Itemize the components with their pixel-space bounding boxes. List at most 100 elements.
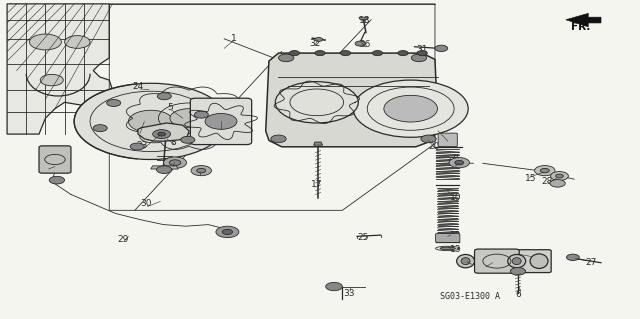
FancyBboxPatch shape <box>190 98 252 145</box>
Text: 14: 14 <box>193 168 204 177</box>
Circle shape <box>157 93 172 100</box>
Text: 8: 8 <box>170 137 176 146</box>
FancyBboxPatch shape <box>474 249 519 273</box>
Text: 16: 16 <box>40 163 51 172</box>
Text: 24: 24 <box>132 82 143 91</box>
Circle shape <box>289 50 300 56</box>
Circle shape <box>271 135 286 143</box>
Text: 20: 20 <box>428 142 440 151</box>
Circle shape <box>510 268 525 275</box>
Circle shape <box>164 157 186 168</box>
Text: 17: 17 <box>311 181 323 189</box>
Circle shape <box>216 226 239 238</box>
Circle shape <box>107 100 121 107</box>
Text: 4: 4 <box>218 122 224 131</box>
Circle shape <box>566 254 579 261</box>
Text: 25: 25 <box>358 233 369 242</box>
Text: 5: 5 <box>167 103 173 112</box>
Polygon shape <box>314 142 323 145</box>
Circle shape <box>205 114 237 129</box>
Circle shape <box>435 45 448 51</box>
Text: 30: 30 <box>141 199 152 208</box>
Text: 32: 32 <box>309 39 321 48</box>
Circle shape <box>129 110 173 132</box>
Polygon shape <box>266 53 438 147</box>
Circle shape <box>550 180 565 187</box>
Circle shape <box>556 174 563 178</box>
Circle shape <box>180 136 195 143</box>
Circle shape <box>222 229 232 234</box>
Text: 7: 7 <box>484 264 490 274</box>
Ellipse shape <box>440 247 456 250</box>
Circle shape <box>384 95 438 122</box>
Circle shape <box>74 83 227 160</box>
Circle shape <box>315 50 325 56</box>
Text: 27: 27 <box>586 258 597 267</box>
Circle shape <box>534 166 555 176</box>
Text: 6: 6 <box>515 290 521 299</box>
Circle shape <box>275 82 358 123</box>
Circle shape <box>550 172 568 181</box>
Text: 9: 9 <box>452 155 458 164</box>
Circle shape <box>195 111 209 118</box>
Circle shape <box>157 166 172 174</box>
Circle shape <box>449 158 469 168</box>
FancyBboxPatch shape <box>514 250 551 272</box>
Text: FR.: FR. <box>571 22 590 32</box>
Text: 19: 19 <box>449 159 460 168</box>
Text: 1: 1 <box>231 34 237 43</box>
Circle shape <box>130 143 144 150</box>
FancyBboxPatch shape <box>436 234 460 242</box>
Text: 11: 11 <box>166 160 177 169</box>
Circle shape <box>372 50 383 56</box>
Circle shape <box>326 282 342 291</box>
Circle shape <box>158 132 166 136</box>
Text: 29: 29 <box>118 235 129 244</box>
Circle shape <box>315 38 323 41</box>
Polygon shape <box>566 13 601 27</box>
Circle shape <box>153 130 171 138</box>
Text: 3: 3 <box>135 125 141 134</box>
Circle shape <box>278 54 294 62</box>
Text: 28: 28 <box>541 177 552 186</box>
Ellipse shape <box>508 255 525 268</box>
Text: SG03-E1300 A: SG03-E1300 A <box>440 292 500 301</box>
Circle shape <box>417 50 428 56</box>
Circle shape <box>170 160 180 166</box>
Circle shape <box>412 54 427 62</box>
Circle shape <box>40 74 63 86</box>
Ellipse shape <box>512 258 521 265</box>
Circle shape <box>29 34 61 50</box>
Circle shape <box>455 160 464 165</box>
Circle shape <box>49 176 65 184</box>
Text: 2: 2 <box>442 134 447 143</box>
Ellipse shape <box>530 254 548 269</box>
Text: 22: 22 <box>467 257 477 266</box>
Text: 21: 21 <box>511 252 522 261</box>
Circle shape <box>398 50 408 56</box>
FancyBboxPatch shape <box>39 146 71 173</box>
Circle shape <box>93 125 108 132</box>
Circle shape <box>421 135 436 143</box>
Text: 26: 26 <box>359 40 371 49</box>
Text: 23: 23 <box>137 141 148 150</box>
Polygon shape <box>138 123 189 141</box>
Polygon shape <box>151 166 178 169</box>
Circle shape <box>191 166 211 176</box>
Circle shape <box>196 168 205 173</box>
Text: 10: 10 <box>450 193 461 202</box>
Ellipse shape <box>457 255 474 268</box>
Circle shape <box>65 36 90 48</box>
Polygon shape <box>7 4 113 134</box>
Text: 15: 15 <box>525 174 536 183</box>
Circle shape <box>355 41 365 46</box>
Text: 18: 18 <box>359 16 371 25</box>
Text: 12: 12 <box>450 231 461 240</box>
Text: 13: 13 <box>450 245 461 254</box>
FancyBboxPatch shape <box>438 133 458 146</box>
Circle shape <box>353 80 468 137</box>
Circle shape <box>170 109 208 128</box>
Text: 33: 33 <box>343 289 355 298</box>
Circle shape <box>340 50 351 56</box>
Polygon shape <box>359 17 368 20</box>
